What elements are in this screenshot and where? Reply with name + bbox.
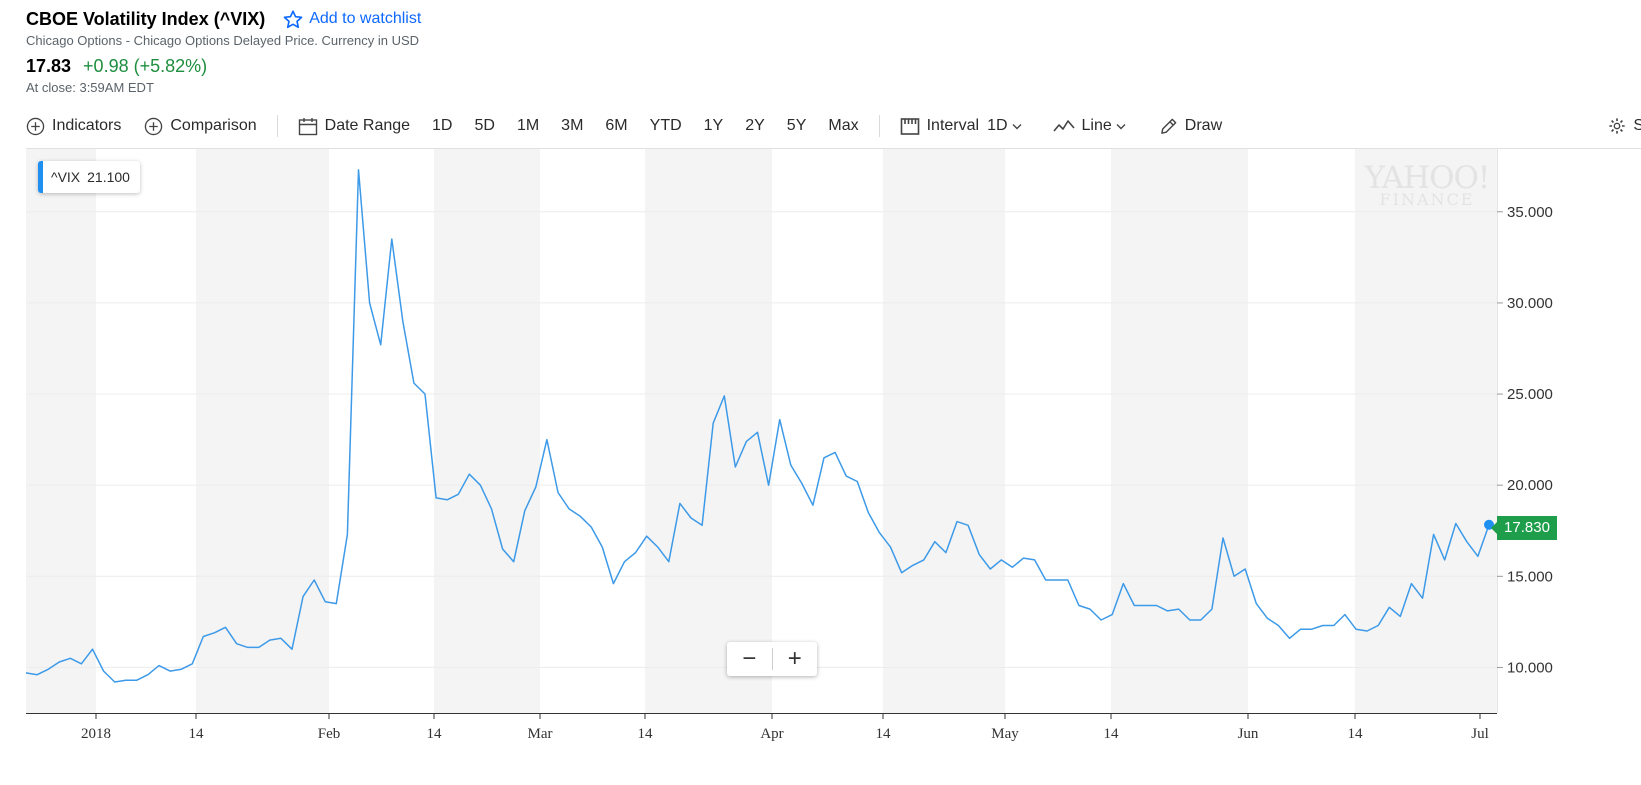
y-tick-label: 20.000: [1507, 477, 1553, 494]
chart-type-label: Line: [1081, 117, 1112, 134]
y-axis-ticks: 35.000 30.000 25.000 20.000 15.000 10.000: [1497, 204, 1553, 676]
chart-type-dropdown[interactable]: Line: [1052, 117, 1133, 135]
x-axis-ticks: 2018 14 Feb 14 Mar 14 Apr 14 May 14 Jun 14 Jul: [81, 713, 1489, 742]
current-price: 17.83: [26, 56, 72, 76]
series-line-vix: [25, 169, 1490, 683]
interval-value: 1D: [987, 117, 1008, 134]
indicators-button[interactable]: Indicators: [26, 117, 121, 136]
page-title: CBOE Volatility Index (^VIX): [26, 8, 266, 29]
x-tick-label: 14: [189, 726, 205, 742]
x-tick-label: Mar: [528, 726, 553, 742]
vix-line-chart[interactable]: YAHOO! FINANCE 35.000 30.000 25.000 20.000 1…: [0, 148, 1641, 785]
zoom-controls: − +: [727, 642, 817, 676]
indicators-label: Indicators: [52, 117, 122, 134]
y-tick-label: 15.000: [1507, 568, 1553, 585]
yahoo-finance-watermark: YAHOO! FINANCE: [1364, 160, 1491, 209]
x-tick-label: Feb: [318, 726, 341, 742]
legend-symbol: ^VIX: [51, 169, 81, 185]
x-tick-label: Jun: [1238, 726, 1259, 742]
draw-button[interactable]: Draw: [1159, 117, 1222, 136]
comparison-button[interactable]: Comparison: [144, 117, 257, 136]
gear-icon: [1609, 118, 1626, 134]
watermark-finance: FINANCE: [1380, 190, 1475, 209]
x-tick-label: 14: [876, 726, 892, 742]
range-ytd[interactable]: YTD: [649, 117, 682, 134]
x-tick-label: Apr: [760, 726, 783, 742]
period-band: [1111, 149, 1248, 713]
range-5d[interactable]: 5D: [474, 117, 495, 134]
range-6m[interactable]: 6M: [605, 117, 628, 134]
x-tick-label: May: [991, 726, 1019, 742]
zoom-out-button[interactable]: −: [742, 645, 757, 672]
range-3m[interactable]: 3M: [561, 117, 584, 134]
quote-header: CBOE Volatility Index (^VIX) Add to watc…: [26, 6, 926, 96]
y-tick-label: 25.000: [1507, 386, 1553, 403]
price-chart[interactable]: YAHOO! FINANCE 35.000 30.000 25.000 20.000 1…: [0, 148, 1641, 785]
x-tick-label: Jul: [1471, 726, 1489, 742]
legend-value: 21.100: [87, 169, 130, 185]
zoom-divider: [771, 648, 773, 670]
period-band: [1355, 149, 1497, 713]
exchange-subtitle: Chicago Options - Chicago Options Delaye…: [26, 33, 420, 48]
line-chart-icon: [1052, 120, 1075, 132]
price-change: +0.98 (+5.82%): [83, 56, 208, 76]
x-tick-label: 14: [1348, 726, 1364, 742]
period-band: [26, 149, 96, 713]
date-range-label: Date Range: [324, 117, 411, 134]
pencil-icon: [1160, 118, 1177, 134]
last-price-tag: 17.830: [1491, 516, 1557, 540]
y-tick-label: 10.000: [1507, 659, 1553, 676]
period-band: [196, 149, 329, 713]
star-icon: [283, 9, 303, 28]
close-time: At close: 3:59AM EDT: [26, 80, 154, 95]
interval-label: Interval: [926, 117, 980, 134]
draw-label: Draw: [1184, 117, 1223, 134]
x-tick-label: 14: [1104, 726, 1120, 742]
series-legend[interactable]: ^VIX 21.100: [38, 161, 140, 193]
range-2y[interactable]: 2Y: [745, 117, 765, 134]
x-tick-label: 14: [427, 726, 443, 742]
calendar-icon: [298, 117, 317, 135]
chart-toolbar: Indicators Comparison Date Range 1D 5D 1…: [26, 113, 1641, 139]
date-range-button[interactable]: Date Range: [298, 117, 410, 136]
y-tick-label: 30.000: [1507, 295, 1553, 312]
plus-circle-icon: [26, 117, 45, 135]
range-1y[interactable]: 1Y: [703, 117, 724, 134]
toolbar-divider: [878, 115, 880, 137]
settings-button[interactable]: Se: [1608, 117, 1641, 135]
add-to-watchlist-button[interactable]: Add to watchlist: [283, 9, 422, 29]
range-1d[interactable]: 1D: [432, 117, 453, 134]
range-1m[interactable]: 1M: [516, 117, 540, 134]
comparison-label: Comparison: [170, 117, 257, 134]
interval-icon: [900, 117, 919, 135]
range-5y[interactable]: 5Y: [786, 117, 807, 134]
toolbar-divider: [276, 115, 278, 137]
y-tick-label: 35.000: [1507, 204, 1553, 221]
zoom-in-button[interactable]: +: [787, 645, 802, 672]
period-band: [434, 149, 540, 713]
period-bands: [26, 149, 1497, 713]
x-tick-label: 14: [638, 726, 654, 742]
settings-label: Se: [1633, 117, 1641, 134]
period-band: [645, 149, 772, 713]
chevron-down-icon: [1012, 123, 1022, 129]
watchlist-label: Add to watchlist: [309, 10, 422, 27]
watermark-yahoo: YAHOO!: [1364, 160, 1490, 196]
range-max[interactable]: Max: [828, 117, 859, 134]
period-band: [883, 149, 1005, 713]
plus-circle-icon: [145, 117, 163, 135]
x-tick-label: 2018: [81, 726, 111, 742]
chevron-down-icon: [1116, 123, 1126, 129]
y-gridlines: [26, 211, 1497, 668]
interval-dropdown[interactable]: Interval 1D: [900, 117, 1029, 136]
